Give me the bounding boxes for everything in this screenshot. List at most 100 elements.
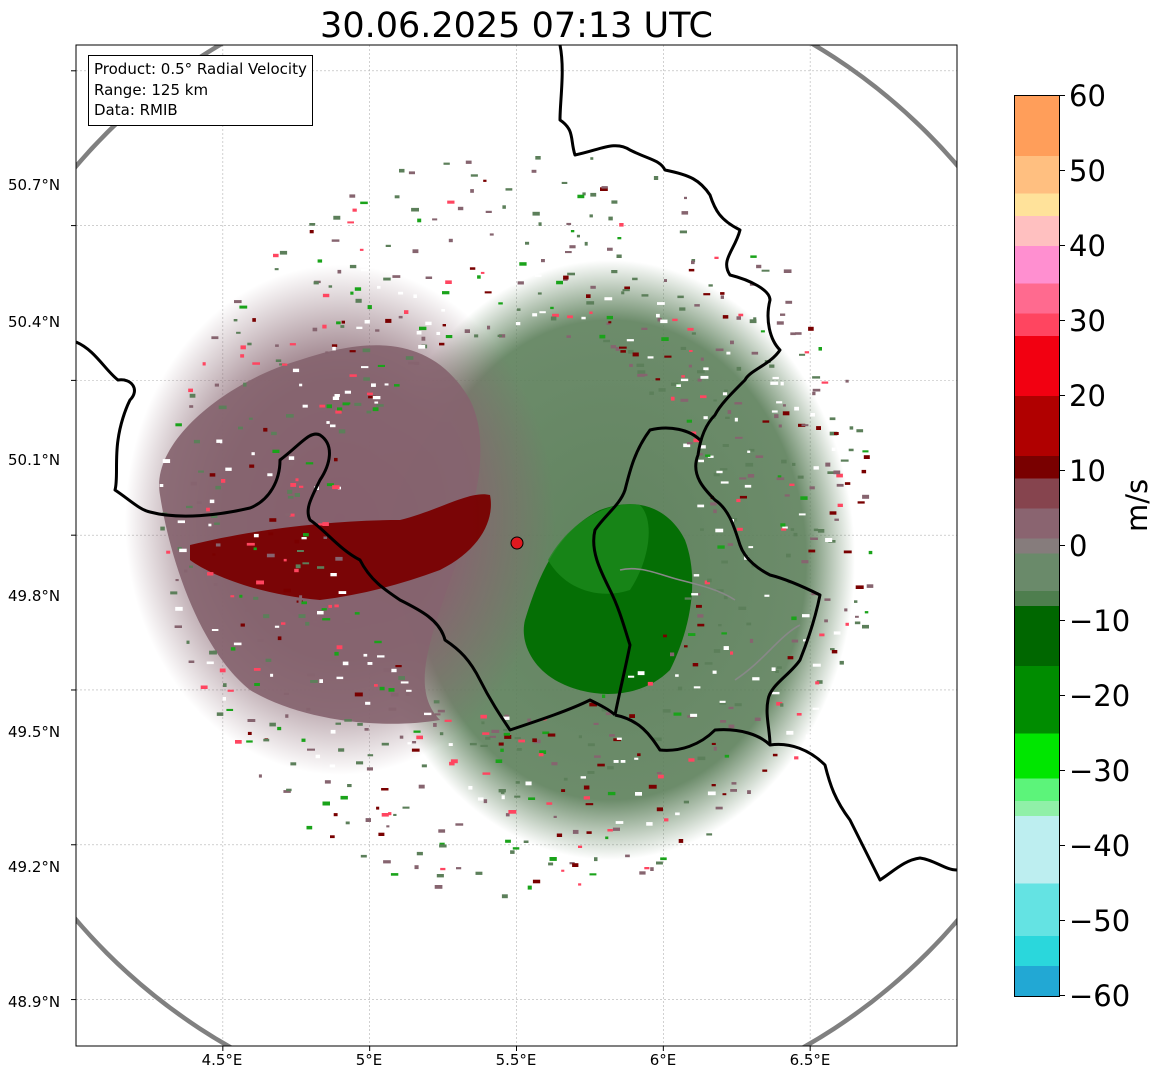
echo-speckle — [718, 624, 722, 627]
echo-speckle — [188, 660, 195, 663]
echo-speckle — [470, 189, 474, 193]
echo-speckle — [269, 518, 277, 522]
country-borders — [76, 45, 957, 882]
echo-speckle — [215, 485, 221, 490]
echo-speckle — [691, 273, 699, 277]
echo-speckle — [523, 840, 529, 843]
echo-speckle — [322, 522, 329, 526]
echo-speckle — [294, 539, 300, 544]
echo-speckle — [465, 160, 472, 164]
echo-speckle — [764, 594, 770, 597]
echo-speckle — [625, 252, 629, 255]
echo-speckle — [774, 414, 779, 419]
echo-speckle — [625, 854, 630, 858]
echo-speckle — [503, 716, 510, 720]
echo-speckle — [836, 473, 843, 478]
echo-speckle — [481, 721, 485, 725]
echo-speckle — [419, 326, 427, 331]
echo-speckle — [341, 320, 345, 324]
echo-speckle — [863, 455, 870, 459]
echo-speckle — [675, 674, 679, 677]
echo-speckle — [664, 818, 669, 822]
echo-speckle — [812, 663, 821, 667]
echo-speckle — [338, 591, 347, 594]
echo-speckle — [700, 375, 709, 379]
echo-speckle — [216, 439, 223, 444]
echo-speckle — [333, 813, 338, 817]
echo-speckle — [289, 343, 296, 346]
echo-speckle — [608, 321, 612, 324]
echo-speckle — [552, 313, 559, 318]
echo-speckle — [761, 269, 770, 272]
echo-speckle — [332, 485, 340, 490]
echo-speckle — [443, 162, 450, 165]
echo-speckle — [586, 831, 592, 834]
echo-speckle — [771, 410, 778, 413]
echo-speckle — [175, 423, 182, 427]
echo-speckle — [226, 708, 234, 711]
echo-speckle — [273, 253, 279, 258]
echo-speckle — [263, 738, 270, 742]
echo-speckle — [697, 378, 702, 382]
echo-speckle — [745, 462, 754, 467]
echo-speckle — [218, 405, 227, 410]
echo-speckle — [824, 598, 831, 601]
echo-speckle — [691, 593, 699, 596]
echo-speckle — [780, 381, 784, 386]
echo-speckle — [489, 233, 494, 236]
echo-speckle — [391, 668, 397, 673]
echo-speckle — [295, 564, 301, 569]
echo-speckle — [398, 315, 403, 319]
echo-speckle — [367, 662, 373, 665]
echo-speckle — [531, 169, 537, 173]
echo-speckle — [245, 609, 253, 612]
echo-speckle — [711, 742, 716, 745]
echo-speckle — [275, 344, 279, 347]
colorbar-tick — [1059, 770, 1065, 771]
echo-speckle — [537, 292, 542, 295]
echo-speckle — [283, 790, 291, 793]
echo-speckle — [839, 660, 844, 665]
echo-speckle — [677, 295, 684, 299]
echo-speckle — [795, 332, 802, 335]
echo-speckle — [630, 879, 638, 884]
echo-speckle — [445, 280, 452, 284]
echo-speckle — [216, 712, 224, 716]
echo-speckle — [724, 389, 728, 393]
echo-speckle — [696, 593, 701, 596]
echo-speckle — [331, 239, 340, 242]
echo-speckle — [700, 528, 704, 531]
echo-speckle — [263, 614, 270, 619]
echo-speckle — [714, 256, 719, 259]
echo-speckle — [845, 379, 849, 383]
echo-speckle — [589, 702, 597, 707]
echo-speckle — [837, 503, 843, 507]
border-be-lu-de — [558, 45, 822, 746]
echo-speckle — [416, 851, 423, 856]
echo-speckle — [629, 714, 635, 718]
echo-speckle — [275, 359, 282, 362]
colorbar-tick-label: 40 — [1069, 229, 1106, 263]
echo-speckle — [697, 756, 706, 761]
echo-speckle — [755, 455, 764, 458]
echo-speckle — [613, 760, 619, 763]
echo-speckle — [322, 618, 331, 621]
echo-speckle — [245, 482, 250, 485]
echo-speckle — [240, 354, 245, 358]
echo-speckle — [298, 614, 306, 618]
echo-speckle — [681, 211, 689, 215]
echo-speckle — [505, 813, 510, 817]
echo-speckle — [825, 462, 831, 467]
echo-speckle — [449, 761, 455, 766]
echo-speckle — [639, 871, 646, 875]
echo-speckle — [332, 396, 340, 400]
colorbar-tick — [1059, 995, 1065, 996]
echo-speckle — [270, 673, 274, 677]
echo-speckle — [301, 537, 307, 540]
axis-ticks — [71, 70, 811, 1051]
echo-speckle — [600, 187, 608, 191]
echo-speckle — [707, 578, 712, 583]
echo-speckle — [780, 523, 786, 527]
echo-speckle — [474, 334, 479, 338]
echo-speckle — [376, 404, 384, 407]
